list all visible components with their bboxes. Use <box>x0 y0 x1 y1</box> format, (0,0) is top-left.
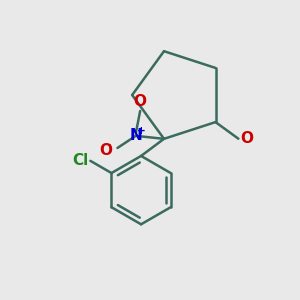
Text: O: O <box>241 131 254 146</box>
Text: Cl: Cl <box>73 153 89 168</box>
Text: −: − <box>103 140 112 150</box>
Text: O: O <box>134 94 147 109</box>
Text: N: N <box>129 128 142 143</box>
Text: +: + <box>137 126 146 136</box>
Text: O: O <box>100 143 113 158</box>
